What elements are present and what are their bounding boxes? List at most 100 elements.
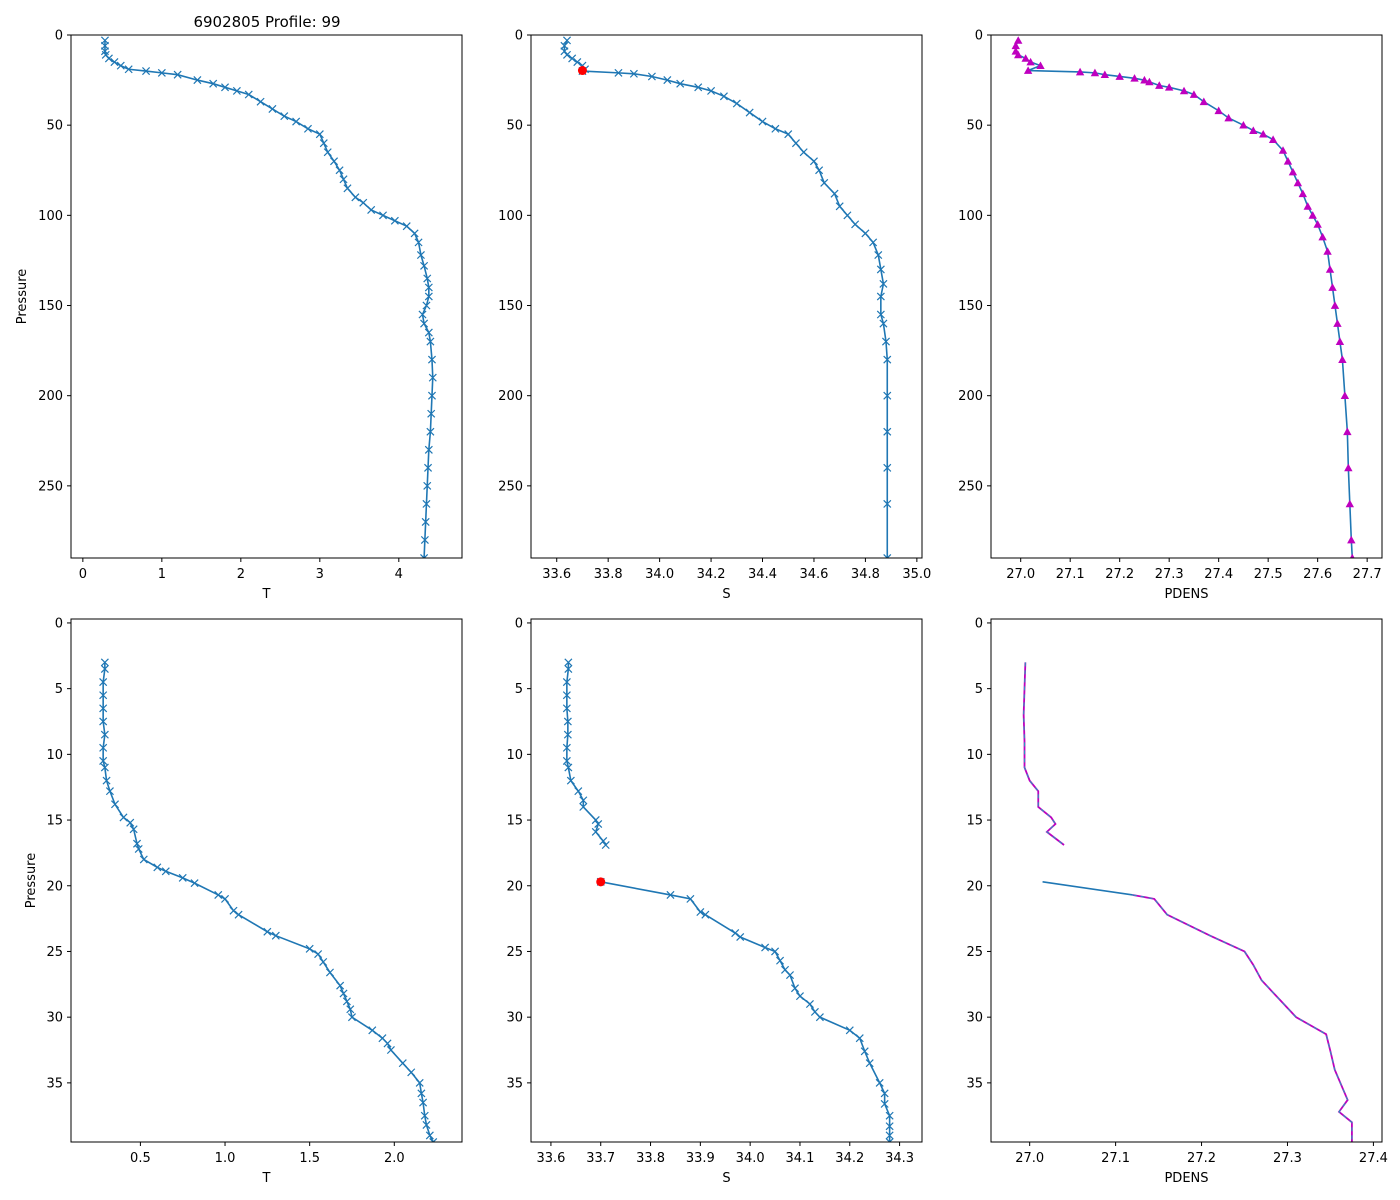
data-point-x [214, 890, 223, 899]
y-tick-label: 0 [515, 616, 523, 631]
data-point-x [134, 844, 143, 853]
data-point-triangle [1347, 535, 1356, 544]
data-point-x [335, 166, 344, 175]
x-axis-label: S [722, 1171, 730, 1186]
x-tick-label: 33.9 [686, 1151, 715, 1166]
plot-area [562, 658, 894, 1142]
data-point-triangle [1268, 135, 1278, 143]
figure-title: 6902805 Profile: 99 [193, 13, 340, 31]
data-point-x [629, 69, 638, 78]
data-point-x [161, 867, 170, 876]
data-point-triangle [1308, 211, 1317, 219]
data-point-triangle [1155, 81, 1164, 89]
data-point-x [427, 409, 436, 418]
data-point-triangle [1014, 50, 1023, 59]
data-point-x [426, 427, 435, 436]
y-tick-label: 0 [515, 29, 523, 44]
data-point-x [601, 840, 610, 850]
data-point-x [719, 92, 728, 101]
data-point-x [229, 906, 238, 915]
data-point-x [221, 894, 230, 903]
data-point-x [407, 1068, 416, 1077]
data-point-x [790, 984, 800, 993]
y-tick-label: 35 [966, 1076, 983, 1091]
data-point-x [885, 1137, 894, 1142]
data-point-x [424, 445, 433, 454]
data-point-x [876, 292, 885, 301]
data-point-x [560, 47, 569, 56]
data-point-x [271, 931, 280, 940]
x-tick-label: 34.1 [785, 1151, 814, 1166]
data-point-x [153, 863, 162, 872]
data-point-x [99, 704, 108, 713]
data-point-x [99, 756, 108, 765]
y-tick-label: 10 [46, 748, 63, 763]
data-point-x [173, 70, 182, 79]
data-point-x [336, 981, 345, 990]
x-tick-label: 34.6 [799, 567, 828, 582]
data-point-x [178, 873, 187, 882]
data-point-x [419, 1098, 428, 1107]
data-point-triangle [1214, 106, 1223, 115]
data-point-x [562, 36, 572, 45]
x-tick-label: 4 [395, 567, 403, 582]
data-point-x [574, 787, 583, 796]
data-point-x [869, 238, 878, 247]
data-point-triangle [1318, 232, 1327, 241]
x-tick-label: 27.7 [1353, 567, 1382, 582]
y-tick-label: 100 [958, 209, 983, 224]
x-tick-label: 2 [237, 567, 245, 582]
y-tick-label: 30 [46, 1011, 63, 1026]
data-point-x [771, 947, 780, 956]
data-point-triangle [1259, 129, 1268, 138]
data-point-x [885, 1111, 894, 1120]
x-tick-label: 27.6 [1303, 567, 1332, 582]
x-tick-label: 34.0 [645, 567, 674, 582]
data-point-x [427, 355, 437, 364]
data-point-x [855, 1034, 864, 1043]
data-point-x [420, 1111, 429, 1120]
data-point-x [564, 664, 573, 673]
data-point-triangle [1145, 77, 1154, 86]
data-point-x [564, 658, 573, 667]
data-point-x [424, 328, 433, 337]
series-line [104, 40, 434, 558]
panel-top-PDENS: 27.0 27.1 27.2 27.3 27.4 27.5 27.6 27.7 0 50 100 15… [958, 29, 1383, 602]
y-axis-label: Pressure [24, 853, 39, 909]
x-tick-label: 34.4 [748, 567, 777, 582]
x-axis-label: T [262, 587, 271, 602]
data-point-triangle [1199, 97, 1209, 106]
series-line-dashed [1023, 662, 1065, 846]
data-point-x [761, 943, 770, 952]
data-point-triangle [1323, 247, 1332, 255]
data-point-triangle [1036, 61, 1045, 70]
x-axis-label: PDENS [1164, 1171, 1208, 1186]
x-tick-label: 27.2 [1187, 1151, 1216, 1166]
data-point-x [666, 890, 675, 899]
y-axis-label: Pressure [15, 269, 30, 325]
data-point-triangle [1100, 70, 1110, 79]
axes-frame [990, 618, 1383, 1143]
data-point-x [421, 517, 430, 526]
data-point-x [776, 956, 785, 965]
y-tick-label: 200 [958, 389, 983, 404]
data-point-triangle [1164, 83, 1174, 91]
data-point-x [410, 229, 419, 238]
data-point-x [426, 337, 435, 346]
x-tick-label: 33.6 [542, 567, 571, 582]
data-point-x [566, 776, 575, 785]
data-point-x [116, 61, 125, 70]
data-point-triangle [1335, 337, 1345, 345]
data-point-x [809, 157, 818, 166]
data-point-x [378, 211, 388, 220]
data-point-x [351, 193, 360, 202]
data-point-x [105, 787, 114, 796]
y-tick-label: 15 [506, 814, 523, 829]
data-point-x [568, 54, 577, 63]
data-point-x [694, 83, 703, 92]
data-point-x [880, 1089, 889, 1098]
data-point-triangle [1224, 113, 1233, 122]
x-tick-label: 27.1 [1056, 567, 1085, 582]
data-point-x [422, 301, 431, 310]
data-point-x [424, 463, 433, 472]
